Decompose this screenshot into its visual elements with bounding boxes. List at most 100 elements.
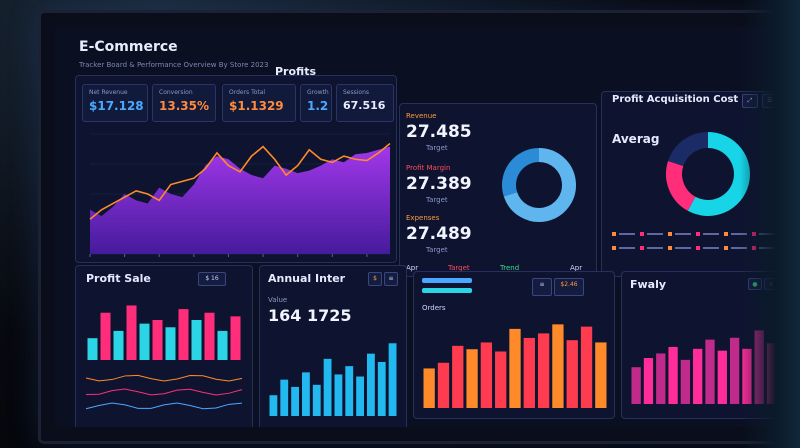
stat-value-1: 27.485 — [406, 122, 472, 142]
stats-footer-4: Apr — [570, 264, 583, 272]
annual-sub: Value — [268, 296, 288, 304]
orders-bar-chart — [423, 324, 607, 408]
sparkline — [85, 388, 243, 396]
bar — [693, 348, 703, 404]
annual-panel: Annual Inter $ ≡ Value 164 1725 — [259, 265, 407, 427]
legend-swatch — [640, 232, 644, 236]
center-title: Profits — [275, 65, 317, 78]
bar — [280, 379, 289, 416]
bar — [668, 346, 678, 404]
bar — [323, 358, 332, 416]
orders-title: Orders — [422, 304, 446, 312]
kpi-card-3[interactable]: Orders Total $1.1329 — [222, 84, 296, 122]
legend-swatch — [612, 246, 616, 250]
bar — [152, 320, 163, 360]
kpi-card-5[interactable]: Sessions 67.516 — [336, 84, 394, 122]
bar — [113, 330, 124, 360]
stat-value-2: 27.389 — [406, 174, 472, 194]
kpi-card-4[interactable]: Growth 1.2 — [300, 84, 332, 122]
profits-area-series — [90, 146, 390, 254]
annual-menu-button[interactable]: ≡ — [384, 272, 398, 286]
donut-slice — [502, 148, 540, 197]
kpi-label: Growth — [307, 89, 329, 96]
kpi-value: 13.35% — [159, 99, 209, 113]
weekly-title: Fwaly — [630, 278, 667, 291]
annual-title: Annual Inter — [268, 272, 346, 285]
bar — [126, 305, 137, 360]
bar — [356, 376, 364, 416]
bar — [334, 374, 343, 416]
stat-note-2: Target — [426, 196, 448, 204]
screen-glare — [740, 0, 800, 448]
kpi-value: 67.516 — [343, 99, 386, 112]
legend-text — [619, 247, 635, 249]
annual-filter-button[interactable]: $ — [368, 272, 382, 286]
bar — [729, 337, 740, 404]
bar — [452, 345, 464, 408]
annual-value: 164 1725 — [268, 306, 352, 325]
orders-toggle-2[interactable] — [422, 288, 472, 293]
legend-swatch — [668, 246, 672, 250]
bar — [191, 320, 202, 360]
bar — [680, 359, 691, 404]
profit-sale-badge[interactable]: $ 16 — [198, 272, 226, 286]
profit-sale-panel: Profit Sale $ 16 — [75, 265, 253, 427]
stat-label-1: Revenue — [406, 112, 437, 120]
orders-badge[interactable]: $2.46 — [554, 278, 584, 296]
bar — [595, 342, 607, 408]
bar — [631, 367, 641, 404]
bar — [100, 312, 111, 360]
bar — [388, 343, 397, 416]
legend-text — [619, 233, 635, 235]
bar — [217, 330, 228, 360]
stats-panel: Revenue 27.485 Target Profit Margin 27.3… — [399, 103, 597, 277]
bar — [345, 366, 354, 416]
bar — [377, 361, 386, 416]
bar — [566, 340, 578, 408]
bar — [495, 351, 507, 408]
bar — [291, 386, 299, 416]
profits-panel: Net Revenue $17.128 Conversion 13.35% Or… — [75, 75, 397, 263]
profits-line-series — [89, 142, 391, 220]
bar — [139, 323, 150, 360]
legend-swatch — [640, 246, 644, 250]
bar — [204, 312, 215, 360]
bar — [437, 362, 450, 408]
legend-text — [675, 233, 691, 235]
orders-filter-button[interactable]: ≡ — [532, 278, 552, 296]
bar — [367, 353, 375, 416]
kpi-card-1[interactable]: Net Revenue $17.128 — [82, 84, 148, 122]
bar — [537, 333, 550, 408]
profit-sale-sparklines — [85, 374, 243, 410]
legend-swatch — [724, 246, 728, 250]
app-title: E-Commerce — [79, 39, 178, 55]
donut-slice — [687, 132, 750, 216]
bar — [509, 328, 521, 408]
monitor: E-Commerce Tracker Board & Performance O… — [38, 10, 800, 444]
dashboard-screen: E-Commerce Tracker Board & Performance O… — [55, 27, 795, 427]
stat-label-2: Profit Margin — [406, 164, 451, 172]
bar — [423, 368, 435, 408]
bar — [480, 342, 493, 408]
orders-toggle-1[interactable] — [422, 278, 472, 283]
app-subtitle: Tracker Board & Performance Overview By … — [79, 61, 269, 69]
stats-donut-chart — [502, 148, 576, 222]
bar — [165, 327, 176, 360]
bar — [178, 309, 189, 360]
legend-text — [703, 247, 719, 249]
stat-note-3: Target — [426, 246, 448, 254]
acquisition-title: Profit Acquisition Cost — [612, 94, 739, 105]
legend-swatch — [696, 246, 700, 250]
profits-area-chart — [89, 133, 391, 257]
legend-text — [731, 233, 747, 235]
kpi-label: Sessions — [343, 89, 370, 96]
average-label: Averag — [612, 132, 660, 146]
sparkline — [85, 402, 243, 410]
bar — [705, 339, 715, 404]
bar — [312, 384, 321, 416]
bar — [466, 349, 478, 408]
kpi-card-2[interactable]: Conversion 13.35% — [152, 84, 216, 122]
legend-swatch — [696, 232, 700, 236]
kpi-value: $17.128 — [89, 99, 144, 113]
stat-label-3: Expenses — [406, 214, 440, 222]
